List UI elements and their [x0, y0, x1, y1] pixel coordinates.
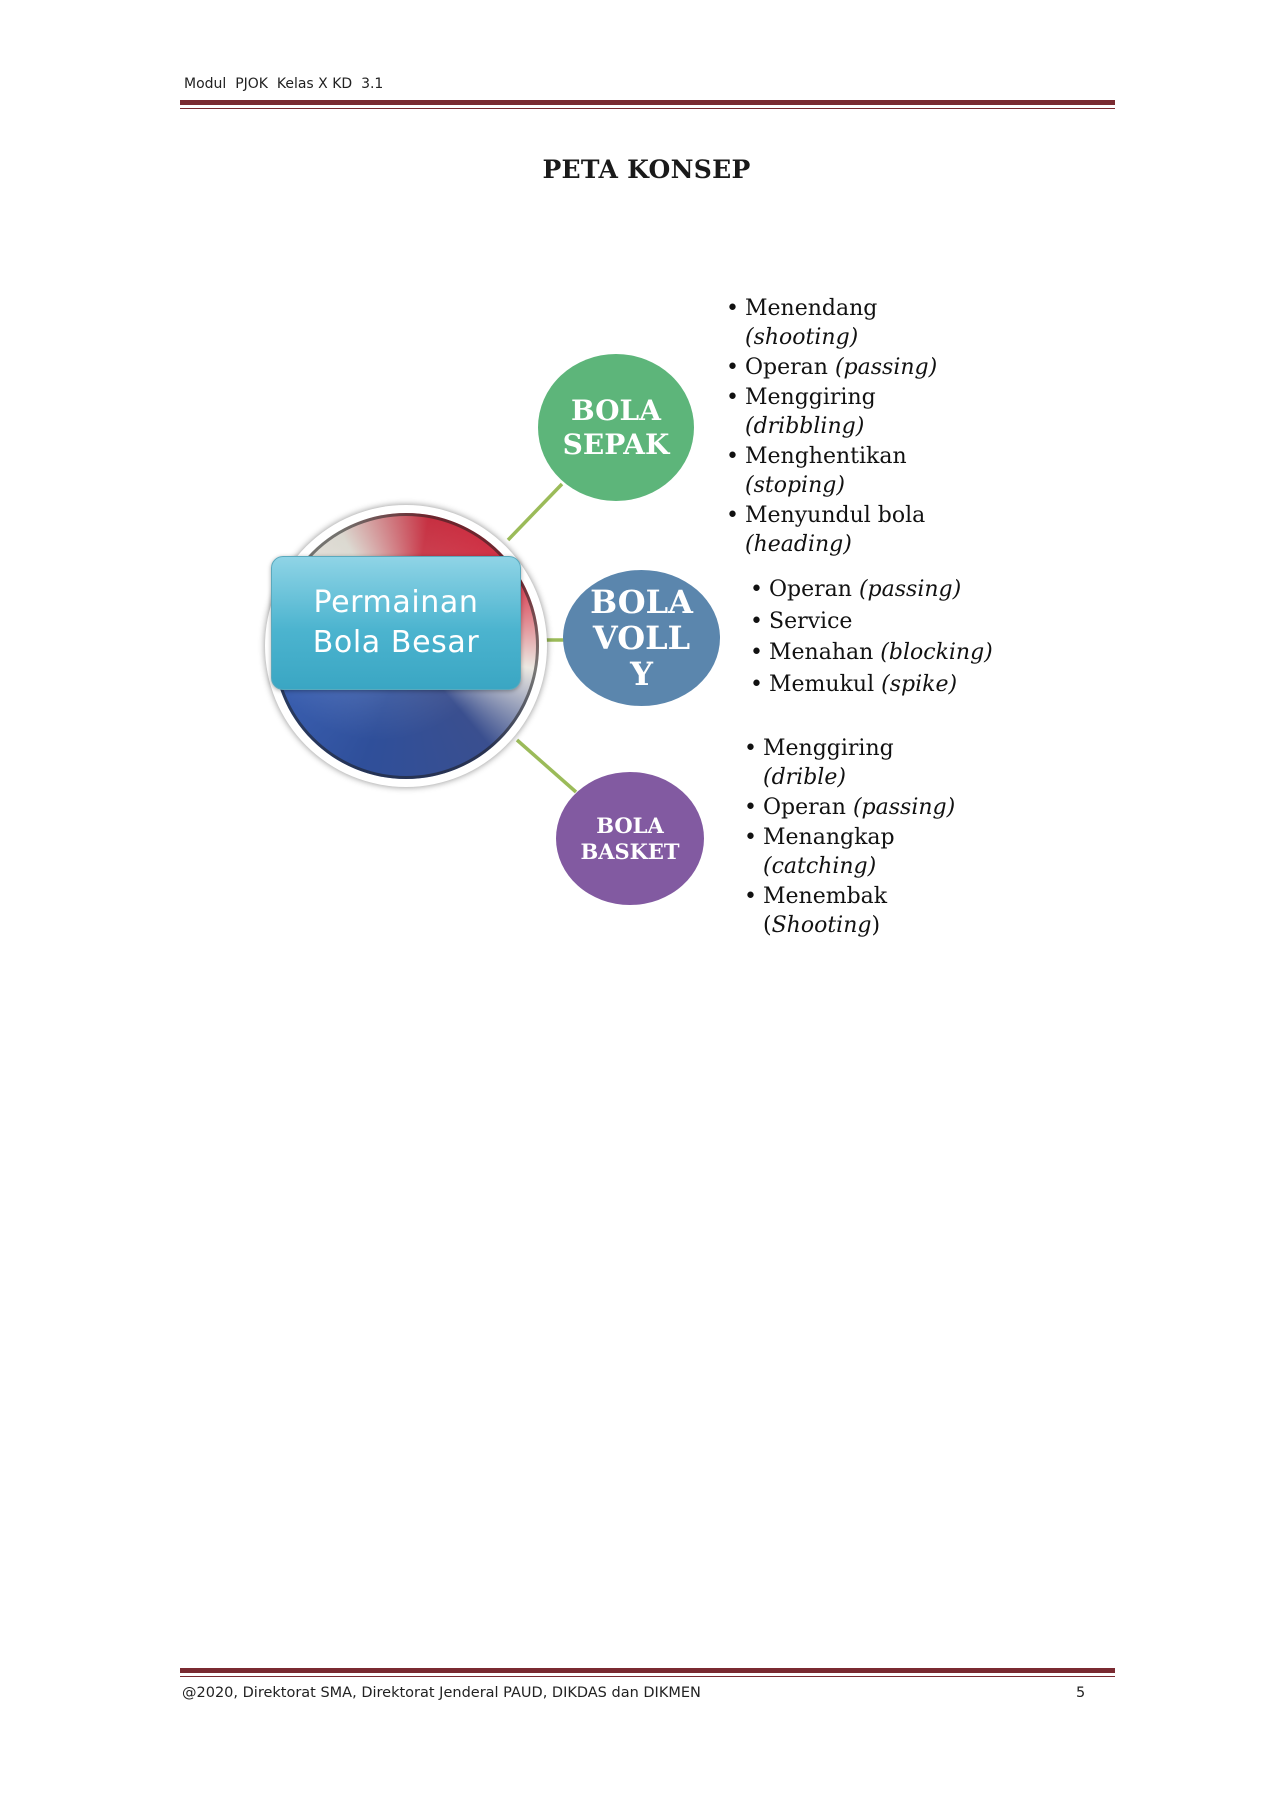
item-text: Menembak — [763, 884, 888, 909]
footer-copyright: @2020, Direktorat SMA, Direktorat Jender… — [182, 1685, 701, 1701]
connector-basket — [515, 738, 578, 794]
center-node-label: Permainan Bola Besar — [312, 585, 480, 660]
list-item: Operan (passing) — [750, 574, 993, 606]
item-term: (passing) — [834, 355, 938, 380]
page-number: 5 — [1076, 1685, 1086, 1701]
list-item: Menggiring (drible) — [744, 734, 955, 792]
list-item: Menggiring (dribbling) — [726, 383, 937, 441]
item-text: Menggiring — [745, 385, 876, 410]
footer-rule-thin — [180, 1676, 1115, 1677]
list-item: Menembak (Shooting) — [744, 882, 955, 940]
item-text: Memukul — [769, 671, 875, 697]
list-item: Menendang (shooting) — [726, 294, 937, 352]
item-term: Shooting — [771, 913, 872, 938]
list-item: Operan (passing) — [744, 793, 955, 822]
item-text: Menangkap — [763, 825, 895, 850]
item-term-paren-close: ) — [871, 913, 881, 938]
page-title: PETA KONSEP — [542, 155, 751, 184]
footer-rule — [180, 1668, 1115, 1673]
item-text: Service — [769, 608, 853, 634]
item-text: Menghentikan — [745, 444, 907, 469]
list-item: Operan (passing) — [726, 353, 937, 382]
list-item: Menyundul bola (heading) — [726, 501, 937, 559]
item-text: Operan — [763, 795, 846, 820]
center-node: Permainan Bola Besar — [271, 556, 521, 690]
node-bola-volly: BOLA VOLL Y — [563, 570, 720, 706]
list-item: Memukul (spike) — [750, 669, 993, 701]
header-rule — [180, 100, 1115, 105]
list-bola-basket: Menggiring (drible) Operan (passing) Mena… — [744, 734, 955, 941]
list-bola-volly: Operan (passing) Service Menahan (blocki… — [750, 574, 993, 700]
item-text: Menendang — [745, 296, 878, 321]
item-text: Operan — [745, 355, 828, 380]
item-term: (spike) — [881, 671, 958, 697]
item-term: (heading) — [745, 532, 852, 557]
item-term: (passing) — [858, 577, 962, 602]
item-term: (passing) — [852, 795, 956, 820]
item-text: Menggiring — [763, 736, 894, 761]
item-text: Menyundul bola — [745, 503, 926, 528]
item-term: (dribbling) — [745, 414, 865, 439]
header-rule-thin — [180, 108, 1115, 109]
node-bola-sepak: BOLA SEPAK — [538, 354, 694, 501]
list-item: Service — [750, 606, 993, 638]
list-item: Menangkap (catching) — [744, 823, 955, 881]
list-bola-sepak: Menendang (shooting) Operan (passing) Men… — [726, 294, 937, 560]
item-term: (drible) — [763, 765, 846, 790]
list-item: Menahan (blocking) — [750, 637, 993, 669]
connector-sepak — [506, 482, 564, 542]
item-text: Menahan — [769, 640, 874, 665]
node-bola-basket: BOLA BASKET — [556, 772, 704, 905]
item-term: (catching) — [763, 854, 877, 879]
item-text: Operan — [769, 577, 852, 602]
header-title: Modul PJOK Kelas X KD 3.1 — [184, 76, 384, 92]
item-term: (blocking) — [880, 640, 993, 665]
item-term: (stoping) — [745, 473, 845, 498]
item-term: (shooting) — [745, 325, 859, 350]
list-item: Menghentikan (stoping) — [726, 442, 937, 500]
item-term-paren-open: ( — [763, 913, 772, 938]
